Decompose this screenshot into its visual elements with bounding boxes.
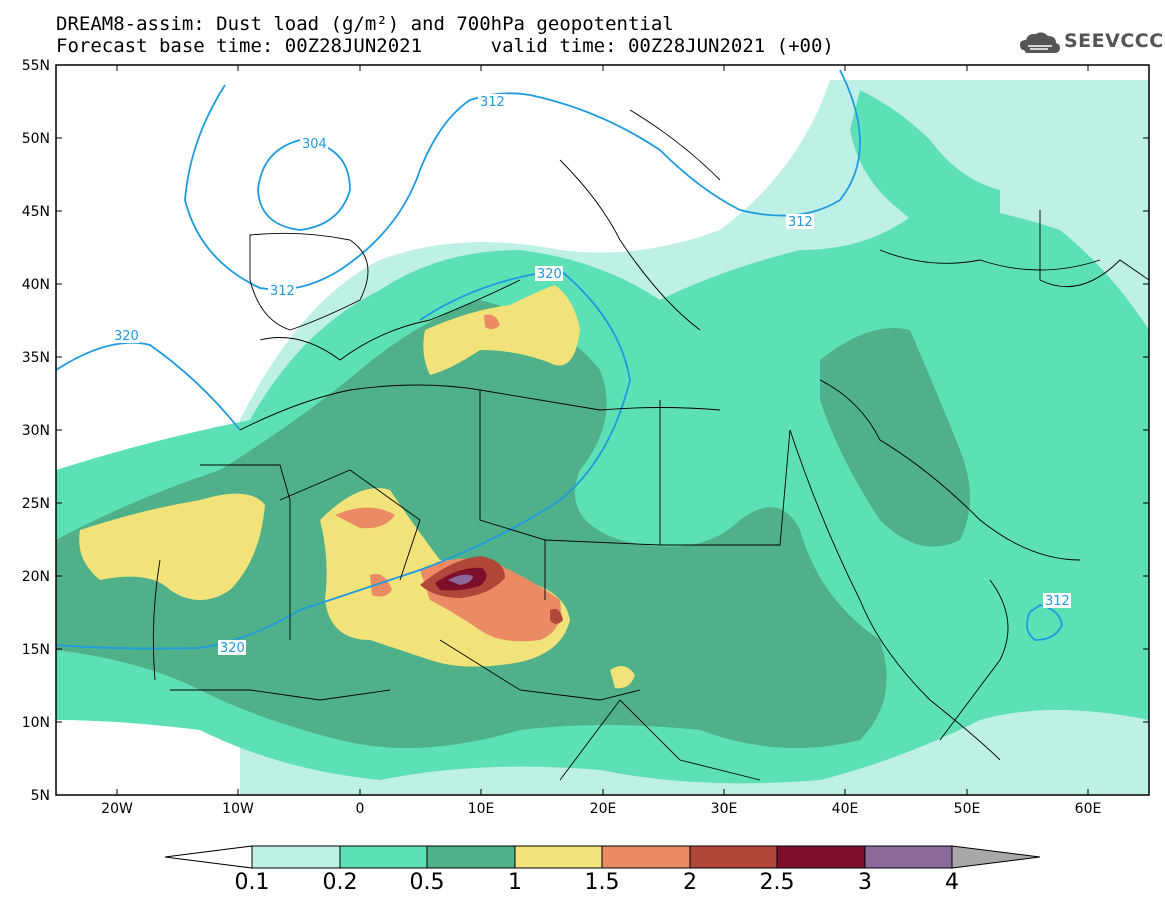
colorbar-swatch-7 [864, 845, 953, 869]
colorbar-swatch-3 [514, 845, 603, 869]
colorbar-upper-arrow [951, 845, 1041, 869]
lon-label-40e: 40E [832, 801, 859, 817]
dust-region-0-5 [56, 300, 887, 748]
lat-label-10n: 10N [22, 715, 50, 731]
contour-label-304: 304 [302, 137, 327, 152]
forecast-time-line: Forecast base time: 00Z28JUN2021 valid t… [56, 35, 834, 57]
contour-312-west [184, 84, 531, 291]
dust-field [56, 65, 1149, 795]
country-borders [152, 109, 1149, 781]
lat-label-5n: 5N [31, 788, 50, 804]
lat-label-50n: 50N [22, 131, 50, 147]
colorbar-label-4: 4 [945, 870, 959, 895]
colorbar-label-0-1: 0.1 [234, 870, 270, 895]
colorbar-label-2: 2 [683, 870, 697, 895]
contour-label-312-a: 312 [480, 95, 505, 110]
colorbar-label-2-5: 2.5 [759, 870, 795, 895]
latitude-axis: 55N 50N 45N 40N 35N 30N 25N 20N 15N 10N … [22, 58, 1149, 804]
colorbar-swatch-1 [339, 845, 428, 869]
colorbar-lower-arrow [164, 845, 253, 869]
colorbar-swatch-6 [776, 845, 866, 869]
contour-label-320-b: 320 [537, 267, 562, 282]
colorbar-swatch-2 [426, 845, 516, 869]
dust-region-3 [448, 574, 473, 585]
lon-label-30e: 30E [711, 801, 738, 817]
lon-label-50e: 50E [954, 801, 981, 817]
lat-label-30n: 30N [22, 423, 50, 439]
contour-320-central [56, 269, 631, 650]
longitude-axis: 20W 10W 0 10E 20E 30E 40E 50E 60E [101, 65, 1101, 817]
lat-label-25n: 25N [22, 496, 50, 512]
colorbar-swatch-4 [601, 845, 691, 869]
dust-region-0-2-north [850, 90, 1000, 242]
colorbar-label-3: 3 [858, 870, 872, 895]
colorbar-label-1: 1 [508, 870, 522, 895]
dust-region-0-5-east [820, 328, 970, 547]
logo-text: SEEVCCC [1064, 30, 1164, 52]
contour-label-320-c: 320 [220, 641, 245, 656]
colorbar-swatch-0 [251, 845, 341, 869]
geopotential-contours [56, 69, 1063, 650]
lon-label-10w: 10W [222, 801, 254, 817]
colorbar-label-1-5: 1.5 [584, 870, 620, 895]
dust-region-1-west [79, 493, 265, 600]
map-title: DREAM8-assim: Dust load (g/m²) and 700hP… [56, 13, 674, 35]
lat-label-35n: 35N [22, 350, 50, 366]
lon-label-20e: 20E [590, 801, 617, 817]
lat-label-55n: 55N [22, 58, 50, 74]
lat-label-45n: 45N [22, 204, 50, 220]
contour-label-320-a: 320 [114, 329, 139, 344]
cloud-logo-icon [1020, 32, 1060, 53]
lon-label-0: 0 [356, 801, 365, 817]
lon-label-60e: 60E [1075, 801, 1102, 817]
contour-312-east [529, 69, 861, 217]
contour-label-312-b: 312 [270, 284, 295, 299]
contour-304 [257, 139, 351, 231]
lon-label-10e: 10E [468, 801, 495, 817]
lat-label-20n: 20N [22, 569, 50, 585]
dust-region-1-small [610, 666, 635, 689]
colorbar [164, 845, 1041, 869]
colorbar-label-0-5: 0.5 [409, 870, 445, 895]
contour-label-312-c: 312 [788, 215, 813, 230]
lon-label-20w: 20W [101, 801, 133, 817]
colorbar-label-0-2: 0.2 [322, 870, 358, 895]
dust-region-1-tunisia [423, 285, 580, 375]
contour-label-312-d: 312 [1045, 594, 1070, 609]
contour-labels: 304 312 312 312 312 320 320 320 [112, 94, 1071, 656]
contour-312-arabia [1026, 604, 1063, 641]
colorbar-swatch-5 [689, 845, 778, 869]
lat-label-15n: 15N [22, 642, 50, 658]
contour-320-west [56, 341, 241, 431]
lat-label-40n: 40N [22, 277, 50, 293]
